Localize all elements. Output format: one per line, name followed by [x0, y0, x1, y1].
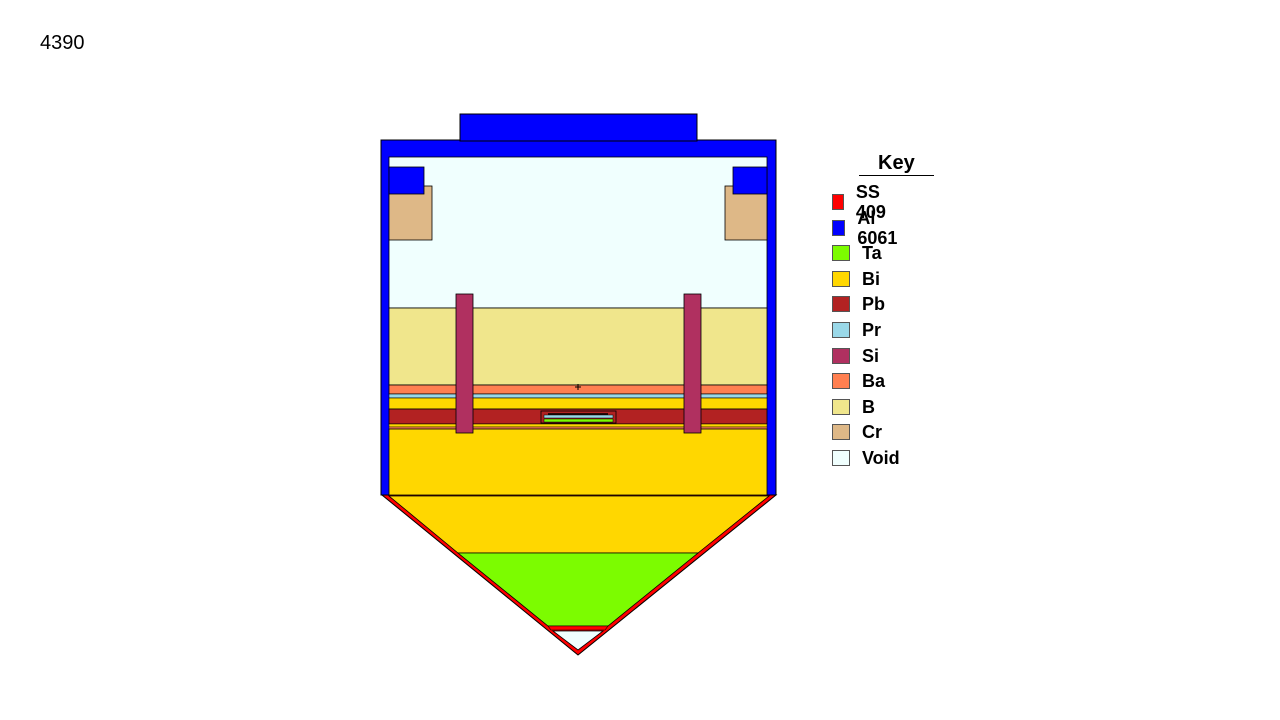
cone-bottom-plate-ss409: [547, 625, 609, 631]
left-block-al6061: [388, 166, 425, 195]
cone-tip-void: [551, 630, 605, 651]
legend-item: Pr: [832, 320, 881, 340]
legend-item: SS 409: [832, 182, 892, 222]
legend-swatch: [832, 450, 850, 466]
legend-swatch: [832, 245, 850, 262]
legend-swatch: [832, 398, 850, 415]
top-cap-al6061: [459, 113, 698, 142]
legend-swatch: [832, 347, 850, 364]
legend-swatch: [832, 270, 850, 287]
layer-bi-main: [388, 428, 768, 496]
legend-item: Bi: [832, 269, 880, 289]
right-block-al6061: [732, 166, 768, 195]
interior-void: [388, 156, 768, 309]
legend-swatch: [832, 322, 850, 338]
legend-label: Pr: [862, 320, 882, 340]
legend-label: Cr: [862, 422, 883, 443]
legend-item: Al 6061: [832, 208, 902, 248]
legend-label: B: [862, 396, 875, 417]
layer-bi-thin: [388, 397, 768, 410]
right-rod-si: [683, 293, 702, 434]
legend-label: Ta: [862, 243, 882, 264]
legend-label: Si: [862, 345, 880, 366]
cone-fill-ta: [456, 552, 700, 627]
legend-swatch: [832, 296, 850, 313]
legend-item: B: [832, 397, 875, 417]
center-insert-pr: [543, 414, 614, 419]
right-block-cr: [724, 185, 768, 241]
legend-item: Ta: [832, 243, 882, 263]
legend-label: Void: [862, 448, 900, 468]
legend-item: Si: [832, 346, 879, 366]
legend-label: Al 6061: [857, 207, 898, 248]
layer-band-1: [388, 423, 768, 428]
legend-item: Void: [832, 448, 900, 468]
legend-item: Ba: [832, 371, 885, 391]
legend-label: Bi: [862, 268, 880, 289]
center-insert-ta: [543, 418, 614, 423]
left-rod-si: [455, 293, 474, 434]
legend-swatch: [832, 219, 846, 236]
legend-swatch: [832, 194, 844, 210]
legend-item: Pb: [832, 294, 885, 314]
legend-label: Pb: [862, 294, 886, 315]
legend-title: Key: [859, 152, 934, 176]
layer-b: [388, 307, 768, 386]
slide-number: 4390: [40, 32, 85, 54]
legend-item: Cr: [832, 422, 882, 442]
legend-swatch: [832, 424, 850, 441]
legend-swatch: [832, 373, 850, 390]
legend-label: SS 409: [855, 182, 886, 222]
layer-pr: [388, 393, 768, 399]
legend-label: Ba: [862, 371, 886, 392]
